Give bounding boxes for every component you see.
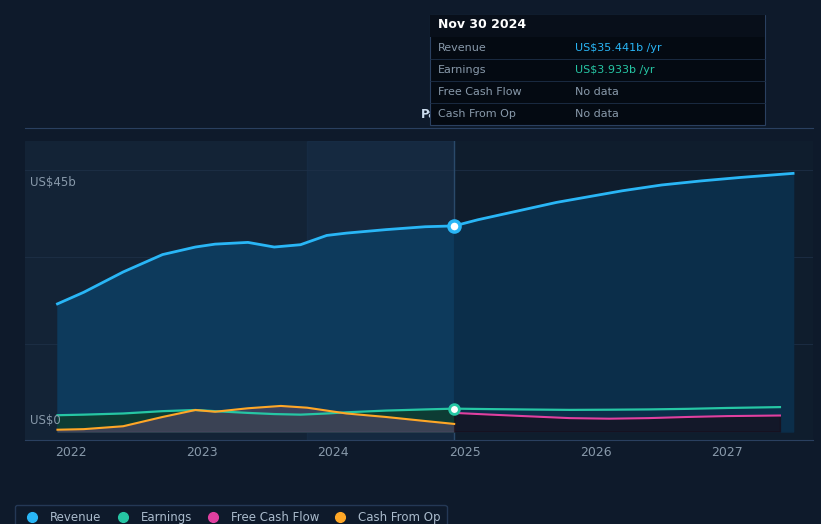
Bar xyxy=(25,141,454,440)
Text: Past: Past xyxy=(421,107,450,121)
Text: Earnings: Earnings xyxy=(438,65,487,75)
Text: Nov 30 2024: Nov 30 2024 xyxy=(438,18,526,31)
Text: No data: No data xyxy=(575,87,619,97)
Text: US$0: US$0 xyxy=(30,414,61,427)
Text: Free Cash Flow: Free Cash Flow xyxy=(438,87,521,97)
Text: US$45b: US$45b xyxy=(30,176,76,189)
Text: Revenue: Revenue xyxy=(438,43,487,53)
Text: US$35.441b /yr: US$35.441b /yr xyxy=(575,43,662,53)
Legend: Revenue, Earnings, Free Cash Flow, Cash From Op: Revenue, Earnings, Free Cash Flow, Cash … xyxy=(15,505,447,524)
Text: No data: No data xyxy=(575,109,619,119)
Text: US$3.933b /yr: US$3.933b /yr xyxy=(575,65,654,75)
Text: Analysts Forecasts: Analysts Forecasts xyxy=(458,107,568,121)
Text: Cash From Op: Cash From Op xyxy=(438,109,516,119)
Bar xyxy=(454,141,813,440)
Bar xyxy=(307,141,454,440)
